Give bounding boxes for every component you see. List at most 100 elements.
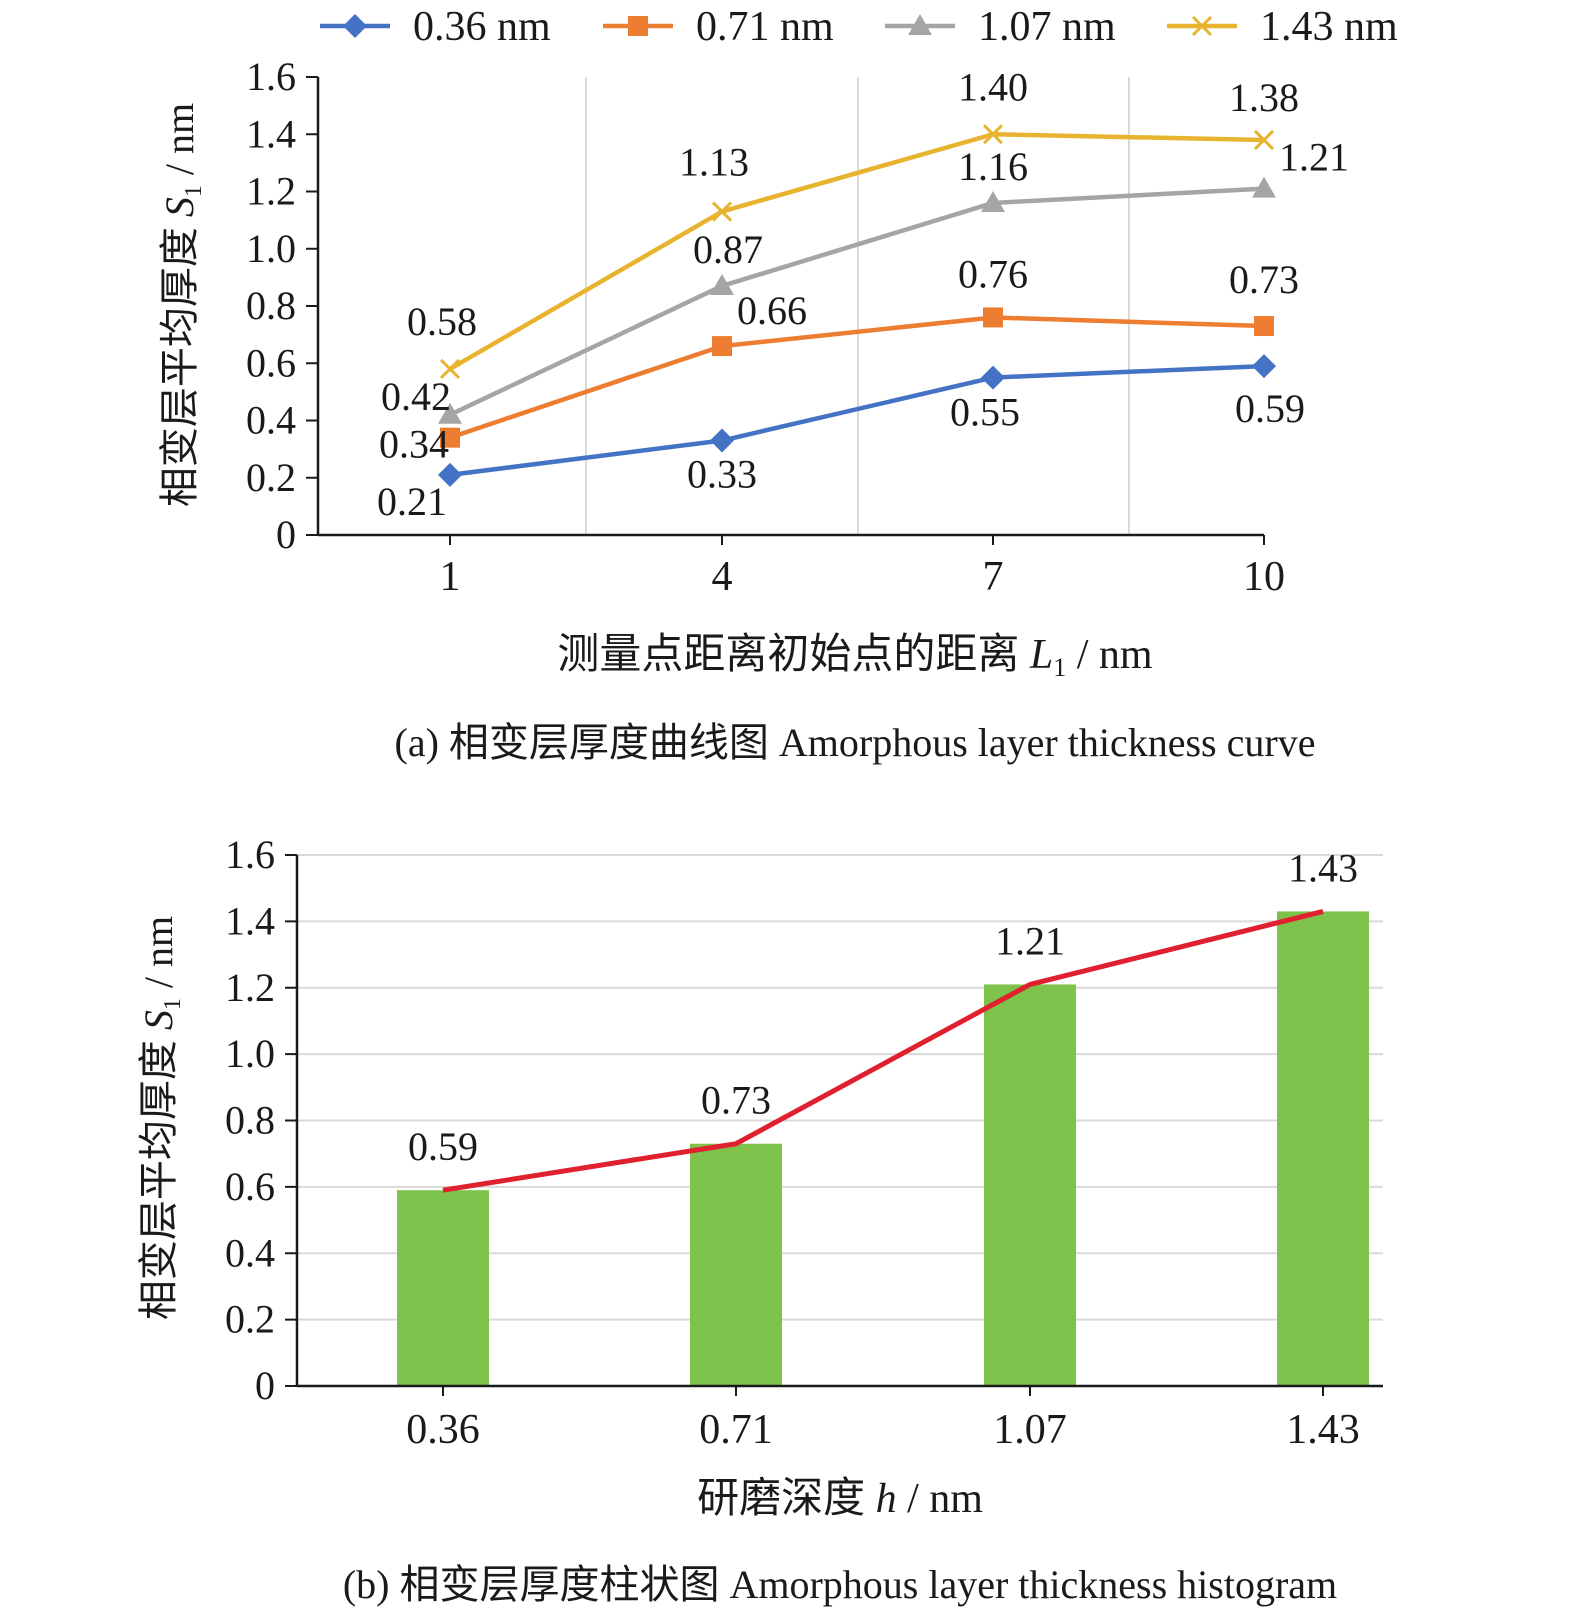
bar [1277, 911, 1369, 1386]
data-label: 0.59 [408, 1124, 478, 1169]
x-tick-label: 1.43 [1286, 1407, 1360, 1453]
x-axis-label: 测量点距离初始点的距离 L1 / nm [557, 631, 1153, 682]
data-point-marker [983, 307, 1003, 328]
x-tick-label: 0.36 [406, 1407, 480, 1453]
legend: 0.36 nm 0.71 nm 1.07 nm 1.43 nm [320, 4, 1398, 50]
y-tick-label: 0.2 [225, 1297, 275, 1342]
data-label: 1.21 [1279, 135, 1349, 180]
y-tick-label: 0.8 [225, 1098, 275, 1143]
y-tick-label: 0 [255, 1363, 275, 1408]
legend-marker [908, 14, 932, 35]
y-tick-label: 1.0 [225, 1031, 275, 1076]
data-label: 0.21 [377, 479, 447, 524]
y-tick-label: 0.8 [246, 283, 296, 328]
data-label: 0.73 [701, 1078, 771, 1123]
data-label: 0.55 [950, 390, 1020, 435]
data-label: 0.66 [737, 288, 807, 333]
data-point-marker [1252, 354, 1276, 379]
line-chart: 0 0.2 0.4 0.6 0.8 1.0 1.2 1.4 1.6 1 4 7 10 0.21 0.33… [157, 4, 1398, 765]
data-label: 0.33 [687, 452, 757, 497]
data-label: 1.43 [1288, 845, 1358, 890]
vertical-gridlines [585, 77, 1130, 535]
axes [285, 854, 1383, 1396]
y-tick-label: 1.2 [246, 169, 296, 214]
x-tick-label: 1 [440, 554, 461, 600]
data-point-marker [438, 462, 462, 487]
caption-a: (a) 相变层厚度曲线图 Amorphous layer thickness c… [395, 720, 1316, 765]
data-label: 0.73 [1229, 257, 1299, 302]
data-point-marker [711, 201, 733, 222]
y-tick-labels: 0 0.2 0.4 0.6 0.8 1.0 1.2 1.4 1.6 [225, 832, 275, 1408]
y-tick-label: 1.6 [225, 832, 275, 877]
data-point-marker [1252, 176, 1276, 198]
bar [984, 984, 1076, 1386]
marker-stroke [1253, 129, 1275, 151]
y-tick-label: 0.2 [246, 455, 296, 500]
y-tick-label: 1.4 [246, 111, 296, 156]
caption-b: (b) 相变层厚度柱状图 Amorphous layer thickness h… [343, 1562, 1337, 1607]
y-axis-label: 相变层平均厚度 S1 / nm [136, 916, 186, 1320]
legend-label: 0.71 nm [696, 4, 834, 50]
data-label: 0.59 [1235, 386, 1305, 431]
y-tick-label: 0.6 [246, 340, 296, 385]
data-label: 1.21 [995, 918, 1065, 963]
x-axis-label: 研磨深度 h / nm [697, 1476, 983, 1522]
data-label: 0.42 [381, 374, 451, 419]
legend-marker [1191, 15, 1213, 37]
bar [690, 1143, 782, 1386]
y-tick-label: 0.4 [246, 398, 296, 443]
x-tick-labels: 1 4 7 10 [440, 554, 1286, 600]
data-labels: 0.21 0.33 0.55 0.59 0.34 0.66 0.76 0.73 0.42 0.87… [377, 64, 1349, 524]
data-label: 0.34 [379, 422, 449, 467]
y-tick-labels: 0 0.2 0.4 0.6 0.8 1.0 1.2 1.4 1.6 [246, 54, 296, 557]
y-tick-label: 1.6 [246, 54, 296, 99]
bars-group [397, 911, 1369, 1386]
data-point-marker [1254, 316, 1274, 337]
data-label: 1.38 [1229, 75, 1299, 120]
data-label: 1.40 [958, 64, 1028, 109]
bar [397, 1190, 489, 1386]
data-label: 0.58 [407, 299, 477, 344]
legend-label: 0.36 nm [413, 4, 551, 50]
trend-line-group [442, 908, 1324, 1193]
data-label: 0.87 [693, 227, 763, 272]
y-tick-label: 0.4 [225, 1230, 275, 1275]
marker-stroke [711, 201, 733, 222]
legend-label: 1.43 nm [1260, 4, 1398, 50]
data-label: 1.13 [679, 140, 749, 185]
legend-marker [628, 16, 648, 36]
y-tick-label: 0.6 [225, 1164, 275, 1209]
series-line [448, 132, 1265, 371]
x-tick-labels: 0.36 0.71 1.07 1.43 [406, 1407, 1360, 1453]
data-point-marker [981, 190, 1005, 212]
legend-marker [343, 14, 367, 38]
data-point-marker [710, 273, 734, 295]
series-line [449, 186, 1265, 417]
x-tick-label: 0.71 [699, 1407, 773, 1453]
data-point-marker [439, 358, 461, 380]
marker-stroke [982, 124, 1004, 145]
y-tick-label: 1.0 [246, 226, 296, 271]
data-point-marker [981, 365, 1005, 390]
data-point-marker [1253, 129, 1275, 151]
x-tick-label: 4 [712, 554, 733, 600]
x-tick-label: 10 [1243, 554, 1285, 600]
y-tick-label: 1.2 [225, 965, 275, 1010]
series-line [449, 315, 1265, 440]
data-label: 1.16 [958, 144, 1028, 189]
legend-label: 1.07 nm [978, 4, 1116, 50]
series-group [438, 124, 1276, 487]
x-tick-label: 1.07 [993, 1407, 1067, 1453]
data-point-marker [712, 336, 732, 357]
y-tick-label: 0 [276, 512, 296, 557]
data-labels: 0.59 0.73 1.21 1.43 [408, 845, 1358, 1169]
y-axis-label: 相变层平均厚度 S1 / nm [157, 103, 207, 507]
marker-stroke [1191, 15, 1213, 37]
data-point-marker [710, 428, 734, 453]
x-tick-label: 7 [983, 554, 1004, 600]
data-point-marker [440, 427, 460, 448]
data-point-marker [438, 402, 462, 424]
series-line [449, 363, 1265, 478]
data-label: 0.76 [958, 251, 1028, 296]
